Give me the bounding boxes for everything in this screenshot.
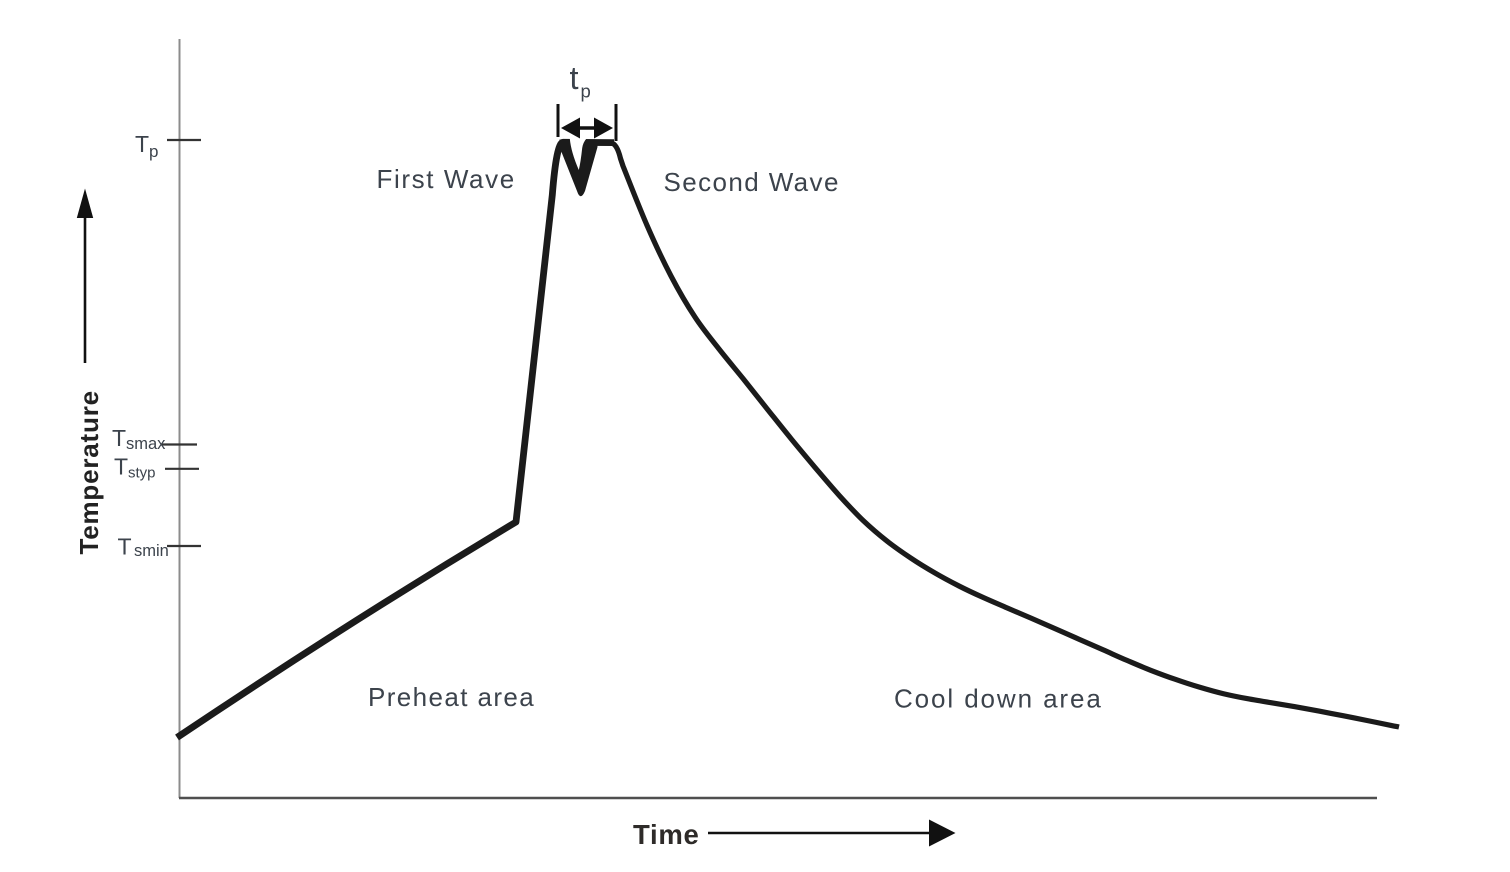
svg-text:smin: smin xyxy=(134,542,169,560)
svg-text:First Wave: First Wave xyxy=(377,164,516,194)
svg-text:T: T xyxy=(112,425,126,451)
svg-text:smax: smax xyxy=(126,435,166,453)
svg-text:T: T xyxy=(118,534,132,560)
svg-text:Temperature: Temperature xyxy=(74,390,104,554)
svg-text:t: t xyxy=(570,60,579,96)
svg-text:p: p xyxy=(581,81,591,102)
svg-text:p: p xyxy=(149,142,158,161)
svg-text:T: T xyxy=(135,131,149,157)
svg-text:Cool down area: Cool down area xyxy=(894,684,1103,714)
svg-text:Second Wave: Second Wave xyxy=(664,167,840,197)
svg-text:T: T xyxy=(114,454,128,480)
svg-text:Time: Time xyxy=(633,819,700,850)
svg-text:styp: styp xyxy=(128,465,156,482)
svg-text:Preheat area: Preheat area xyxy=(368,682,535,712)
